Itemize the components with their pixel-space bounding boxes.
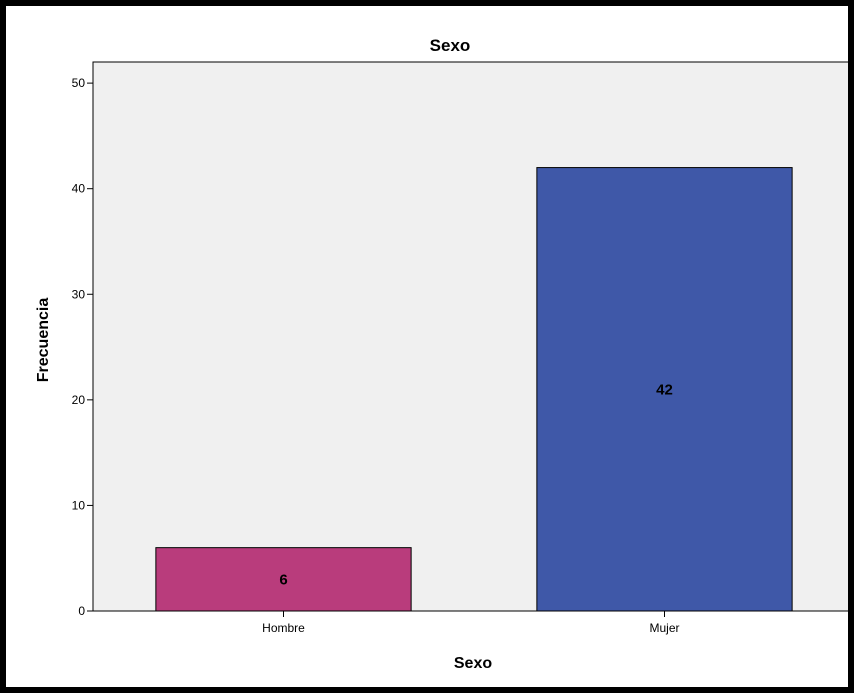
y-tick-label: 10 <box>72 498 86 512</box>
bar-data-label: 42 <box>656 381 673 398</box>
bar-hombre <box>155 547 412 612</box>
x-axis-title: Sexo <box>454 655 492 672</box>
y-tick-label: 0 <box>78 604 85 618</box>
y-tick-label: 50 <box>72 76 86 90</box>
x-tick-label: Hombre <box>262 621 305 635</box>
y-tick-label: 40 <box>72 182 86 196</box>
bar-chart: Sexo Frecuencia Sexo 0 10 20 30 40 50 6 42 Hom… <box>35 36 848 672</box>
y-tick-label: 30 <box>72 287 86 301</box>
y-tick-label: 20 <box>72 393 86 407</box>
bar-mujer <box>536 167 793 612</box>
y-axis-title: Frecuencia <box>35 298 52 383</box>
x-axis: Hombre Mujer <box>93 610 848 635</box>
bar-data-label: 6 <box>279 571 287 588</box>
x-tick-label: Mujer <box>649 621 679 635</box>
chart-title: Sexo <box>430 36 471 55</box>
y-axis: 0 10 20 30 40 50 <box>72 62 94 618</box>
bars-group: 6 42 <box>155 167 793 612</box>
